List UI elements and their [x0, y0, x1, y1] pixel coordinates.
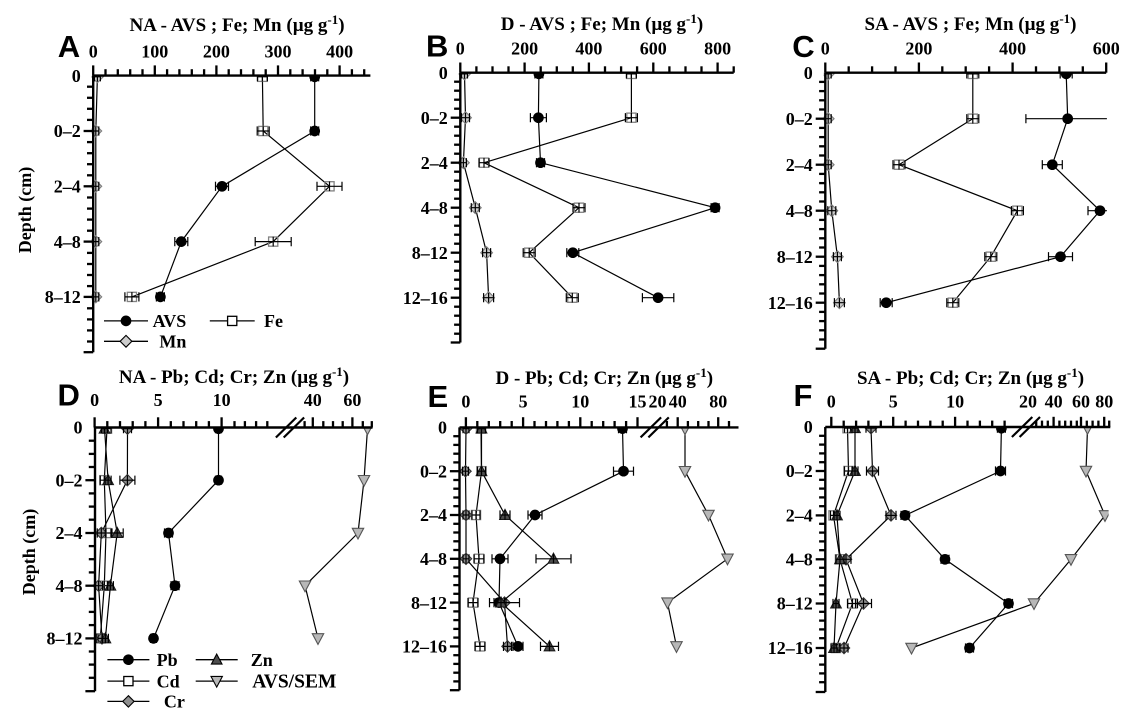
- svg-text:SA - Pb; Cd; Cr; Zn (µg g-1): SA - Pb; Cd; Cr; Zn (µg g-1): [857, 365, 1084, 389]
- svg-text:0: 0: [72, 66, 81, 86]
- svg-text:Cd: Cd: [157, 671, 180, 691]
- svg-text:NA - Pb; Cd; Cr; Zn (µg g-1): NA - Pb; Cd; Cr; Zn (µg g-1): [119, 364, 349, 388]
- svg-text:2–4: 2–4: [421, 153, 448, 173]
- svg-text:0: 0: [804, 417, 813, 437]
- svg-text:300: 300: [265, 42, 292, 62]
- svg-text:4–8: 4–8: [420, 549, 447, 569]
- svg-text:0: 0: [439, 63, 448, 83]
- svg-text:0–2: 0–2: [420, 461, 447, 481]
- svg-text:80: 80: [709, 392, 727, 412]
- svg-text:8–12: 8–12: [412, 243, 448, 263]
- svg-text:2–4: 2–4: [786, 506, 813, 526]
- svg-text:400: 400: [326, 42, 353, 62]
- svg-text:40: 40: [304, 390, 322, 410]
- svg-text:400: 400: [999, 39, 1026, 59]
- svg-text:200: 200: [511, 39, 538, 59]
- svg-text:Mn: Mn: [159, 331, 186, 351]
- svg-text:0: 0: [74, 418, 83, 438]
- svg-text:400: 400: [575, 39, 602, 59]
- svg-text:0–2: 0–2: [786, 109, 813, 129]
- svg-text:D: D: [58, 378, 80, 413]
- svg-text:5: 5: [154, 390, 163, 410]
- svg-text:200: 200: [203, 42, 230, 62]
- svg-text:600: 600: [1093, 39, 1120, 59]
- svg-text:4–8: 4–8: [54, 232, 81, 252]
- svg-text:12–16: 12–16: [768, 293, 813, 313]
- svg-text:Pb: Pb: [157, 650, 178, 670]
- svg-text:AVS/SEM: AVS/SEM: [252, 671, 336, 692]
- svg-text:200: 200: [905, 39, 932, 59]
- svg-text:0: 0: [456, 39, 465, 59]
- svg-text:D - Pb; Cd; Cr; Zn (µg g-1): D - Pb; Cd; Cr; Zn (µg g-1): [496, 365, 714, 389]
- svg-text:0: 0: [821, 39, 830, 59]
- svg-text:12–16: 12–16: [768, 638, 813, 658]
- svg-text:20: 20: [649, 392, 667, 412]
- svg-text:0–2: 0–2: [421, 108, 448, 128]
- svg-text:2–4: 2–4: [420, 505, 447, 525]
- svg-text:0–2: 0–2: [786, 461, 813, 481]
- svg-text:0–2: 0–2: [54, 121, 81, 141]
- svg-text:Depth (cm): Depth (cm): [15, 167, 36, 253]
- svg-text:0: 0: [89, 42, 98, 62]
- svg-text:4–8: 4–8: [421, 198, 448, 218]
- svg-text:Zn: Zn: [251, 650, 273, 670]
- svg-text:20: 20: [1019, 392, 1037, 412]
- svg-text:5: 5: [519, 392, 528, 412]
- svg-text:15: 15: [629, 392, 647, 412]
- svg-text:0: 0: [804, 63, 813, 83]
- svg-text:AVS: AVS: [153, 311, 187, 331]
- svg-text:A: A: [58, 29, 80, 64]
- svg-text:600: 600: [640, 39, 667, 59]
- svg-text:SA - AVS ; Fe; Mn (µg g-1): SA - AVS ; Fe; Mn (µg g-1): [865, 11, 1077, 35]
- svg-text:80: 80: [1095, 392, 1113, 412]
- svg-text:Depth (cm): Depth (cm): [19, 509, 40, 595]
- svg-text:8–12: 8–12: [47, 629, 83, 649]
- svg-text:F: F: [794, 378, 813, 413]
- svg-text:0: 0: [461, 392, 470, 412]
- svg-text:Cr: Cr: [164, 692, 185, 712]
- svg-text:5: 5: [889, 392, 898, 412]
- svg-text:0: 0: [438, 418, 447, 438]
- svg-text:8–12: 8–12: [411, 593, 447, 613]
- svg-text:2–4: 2–4: [786, 155, 813, 175]
- svg-text:2–4: 2–4: [54, 177, 81, 197]
- svg-text:10: 10: [213, 390, 231, 410]
- svg-text:100: 100: [141, 42, 168, 62]
- svg-text:0–2: 0–2: [56, 470, 83, 490]
- svg-text:8–12: 8–12: [777, 247, 813, 267]
- svg-text:NA - AVS ; Fe; Mn (µg g-1): NA - AVS ; Fe; Mn (µg g-1): [129, 12, 344, 36]
- svg-text:800: 800: [704, 39, 731, 59]
- svg-text:C: C: [792, 29, 814, 64]
- svg-text:12–16: 12–16: [402, 637, 447, 657]
- svg-text:4–8: 4–8: [786, 201, 813, 221]
- svg-text:0: 0: [90, 390, 99, 410]
- svg-text:10: 10: [946, 392, 964, 412]
- svg-text:Fe: Fe: [264, 311, 283, 331]
- svg-text:40: 40: [1045, 392, 1063, 412]
- svg-text:4–8: 4–8: [786, 550, 813, 570]
- svg-text:E: E: [428, 379, 449, 414]
- svg-text:10: 10: [571, 392, 589, 412]
- svg-text:12–16: 12–16: [403, 288, 448, 308]
- svg-text:60: 60: [343, 390, 361, 410]
- svg-text:D - AVS ; Fe; Mn (µg g-1): D - AVS ; Fe; Mn (µg g-1): [501, 11, 703, 35]
- svg-text:B: B: [426, 29, 448, 64]
- svg-text:8–12: 8–12: [45, 287, 81, 307]
- svg-text:2–4: 2–4: [56, 523, 83, 543]
- svg-text:40: 40: [669, 392, 687, 412]
- svg-text:8–12: 8–12: [777, 594, 813, 614]
- svg-text:0: 0: [827, 392, 836, 412]
- svg-text:60: 60: [1072, 392, 1090, 412]
- svg-text:4–8: 4–8: [56, 576, 83, 596]
